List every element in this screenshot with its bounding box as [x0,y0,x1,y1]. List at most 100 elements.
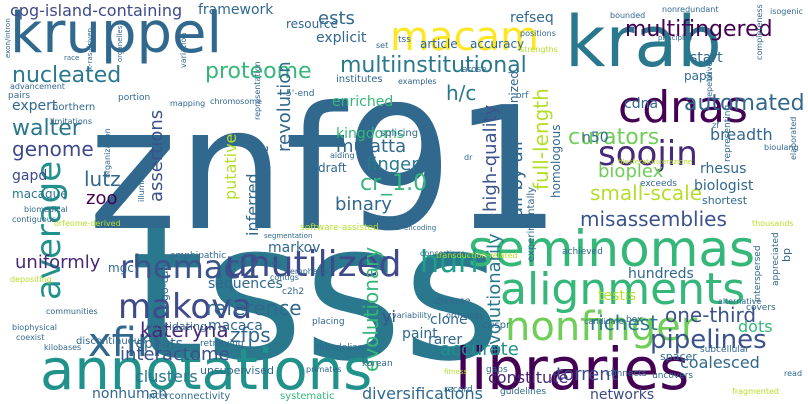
word-appreciated: appreciated [771,232,781,286]
word-crispr: crispr [482,320,511,331]
word-guidelines: guidelines [500,387,546,397]
word-reference: reference [206,296,302,320]
word-k-ras-driven: k-ras-driven [86,28,94,70]
word-principles: principles [658,34,692,42]
word-hurl: hurl [420,245,479,280]
word-interconnectivity: interconnectivity [146,391,230,402]
word-cr-1-0: cr_1.0 [360,171,427,196]
word-fragmented: fragmented [732,387,779,396]
word-zf: zf [712,121,719,130]
word-nonfinger: nonfinger [505,304,698,350]
word-constitute: constitute [488,368,568,387]
word-assemble: assemble [256,145,272,212]
word-software-assisted: software-assisted [300,223,379,233]
word-consortium: consortium [420,249,465,258]
word-alternative: alternative [718,297,761,306]
word-multiinstitutional: multiinstitutional [340,53,527,78]
word-h-c: h/c [446,81,476,105]
word-interactome: interactome [120,344,230,365]
word-organelles: organelles [116,25,124,62]
word-portion: portion [118,93,150,103]
word-automated: automated [684,91,805,116]
word-elucidating: elucidating [146,320,207,333]
word-limitations: limitations [50,117,92,126]
word-curators: curators [568,125,659,150]
word-retrieving: retrieving [200,339,244,349]
word-set: set [376,41,388,50]
word-paint: paint [402,326,438,342]
word-average: average [29,161,69,300]
word-coexist: coexist [16,333,44,342]
word-krab: krab [565,1,722,83]
word-testis: testis [598,288,636,304]
word-spacer: spacer [660,350,697,363]
word-macaque: macaque [12,187,68,201]
word-dots: dots [738,317,773,336]
word-strengths: strengths [520,45,558,54]
word-coalesced: coalesced [680,353,760,372]
word-elaborated: elaborated [789,117,798,160]
word-illumina: illumina [137,170,146,202]
word-record: record [444,385,473,395]
word-contigs: contigs [270,273,299,282]
word-orfeome-derived: orfeome-derived [54,219,121,228]
word-bp: bp [780,248,793,262]
word-annotations: annotations [40,338,372,403]
word-dr: dr [464,153,473,162]
word-macaca: macaca [208,318,263,334]
word-orf: orf [516,91,529,101]
word-accuracy: accuracy [470,37,524,51]
word-unsupervised: unsupervised [200,364,274,377]
word-small-scale: small-scale [590,181,702,205]
word-amphipathic: amphipathic [170,251,226,261]
word-undescribed: undescribed [232,259,281,268]
word-systematic: systematic [280,391,334,402]
word-framework: framework [198,2,274,18]
word-aiding: aiding [330,151,355,160]
word-orthology: orthology [446,311,484,320]
word-transduction-related: transduction-related [436,251,518,260]
word-xfin: xfin [88,320,162,366]
word-revolutionized: revolutionized [507,71,521,156]
word-mendelian: mendelian [316,343,363,353]
word-connects: connects [606,369,647,379]
word-interspersed: interspersed [753,245,763,302]
word-full-length: full-length [529,88,553,190]
word-makova: makova [118,287,252,327]
word-biophysical: biophysical [12,323,57,332]
word-bioulang: bioulang [764,143,799,152]
word-networks: networks [590,387,654,403]
word-candidate: candidate [584,317,624,326]
word-mgc: mgc [108,261,134,275]
word-draft: draft [318,161,347,175]
word-gapd: gapd [12,168,47,184]
word-pairs: pairs [8,91,30,101]
word-c2h2: c2h2 [282,287,304,297]
word-positions: positions [520,29,556,38]
word-placing: placing [312,317,345,327]
word-examples: examples [398,77,437,86]
word-putative: putative [221,134,240,200]
word-achieved: achieved [562,247,603,257]
word-cpg-island-containing: cpg-island-containing [10,1,182,20]
word-hundreds: hundreds [628,266,694,282]
word-seminomas: seminomas [468,220,755,278]
word-start: start [690,50,723,66]
word-clone: clone [430,312,468,328]
word-macam: macam [390,14,539,60]
word-northern: northern [52,102,95,113]
word-expert: expert [12,98,58,114]
word-article: article [420,37,458,51]
word-ests: ests [318,8,355,29]
word-fitness: fitness [444,368,468,376]
word-exceeds: exceeds [640,179,677,189]
word-korean: korean [362,359,393,369]
word-biologist: biologist [694,178,754,194]
word-gaps: gaps [486,365,508,375]
word-diversifications: diversifications [362,384,483,403]
word-race: race [64,54,79,62]
word-rhesus: rhesus [700,161,746,177]
word-covers: covers [746,303,776,313]
